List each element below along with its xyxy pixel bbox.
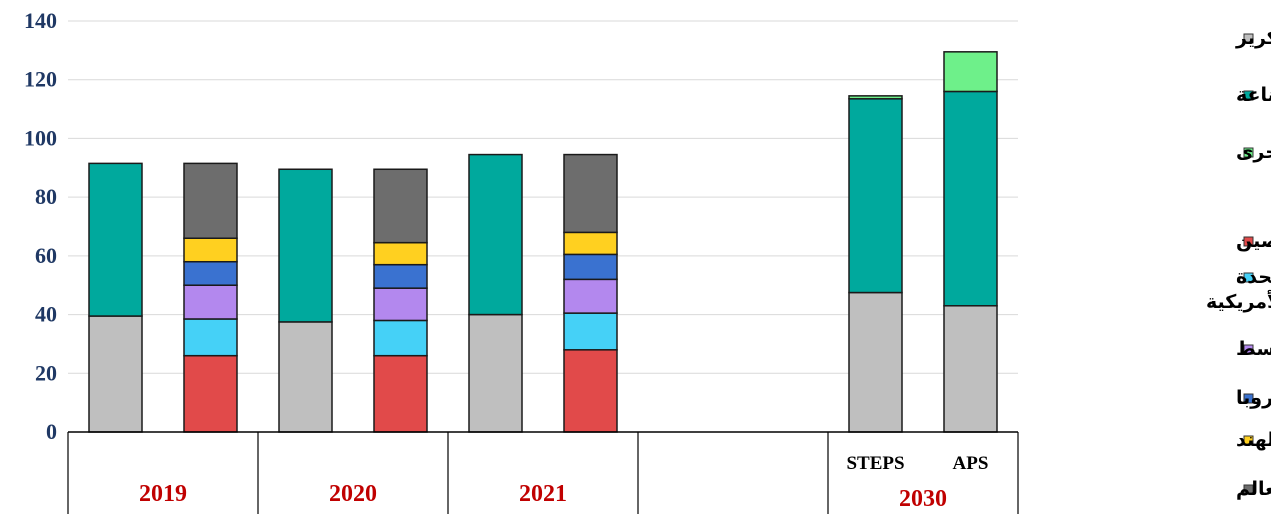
legend-label: الهند	[1236, 429, 1271, 451]
legend-label: أوروبا	[1236, 385, 1271, 409]
legend-item-refining: التكرير	[1235, 27, 1271, 49]
bar-segment-rest_world	[563, 153, 618, 234]
bar-segment-india	[183, 237, 238, 263]
legend-label: الصين	[1236, 230, 1271, 252]
bar-sub-label: APS	[953, 453, 989, 474]
bar-sub-label: STEPS	[846, 453, 904, 474]
legend-item-industry: الصناعة	[1236, 84, 1271, 106]
bar-segment-europe	[563, 253, 618, 281]
legend-label: قطاعات أخرى	[1236, 139, 1271, 163]
legend-item-usa: الولايات المتحدةالأمريكية	[1206, 266, 1271, 313]
legend-swatch	[1243, 272, 1254, 283]
legend-label: الصناعة	[1236, 84, 1271, 106]
legend-swatch	[1243, 147, 1254, 158]
bar-segment-industry	[943, 90, 998, 307]
bar-segment-india	[373, 241, 428, 266]
legend-item-europe: أوروبا	[1236, 385, 1271, 409]
legend-swatch	[1243, 33, 1254, 44]
legend-swatch	[1243, 236, 1254, 247]
bar-segment-industry	[848, 98, 903, 294]
x-group-label: 2019	[139, 481, 187, 507]
bar-segment-industry	[88, 162, 143, 317]
bar-segment-refining	[88, 315, 143, 433]
bar-segment-industry	[468, 153, 523, 316]
legend-swatch	[1243, 393, 1254, 404]
x-group-label: 2021	[519, 481, 567, 507]
legend-label: باقي دول العالم	[1236, 478, 1271, 500]
bar-segment-other_sectors	[943, 51, 998, 93]
bar-segment-china	[563, 349, 618, 433]
bar-segment-refining	[943, 305, 998, 433]
y-tick-label: 40	[35, 302, 57, 327]
bar-segment-middle_east	[563, 278, 618, 314]
bar-segment-rest_world	[373, 168, 428, 244]
y-tick-label: 20	[35, 360, 57, 385]
legend-swatch	[1243, 344, 1254, 355]
y-axis: 0 20 40 60 80 100 120 140	[24, 8, 57, 444]
legend-label: التكرير	[1235, 27, 1271, 49]
bar-segment-usa	[563, 312, 618, 351]
bar-segment-refining	[848, 291, 903, 433]
legend-swatch	[1243, 435, 1254, 446]
legend-swatch	[1243, 90, 1254, 101]
legend: التكرير الصناعة قطاعات أخرى الصين الولايات ا…	[1206, 27, 1271, 500]
legend-item-middle_east: الشرق الأوسط	[1236, 337, 1271, 360]
bar-segment-middle_east	[183, 284, 238, 320]
bar-segment-usa	[183, 318, 238, 357]
bar-segment-china	[373, 354, 428, 433]
bar-segment-refining	[468, 313, 523, 433]
legend-label: الولايات المتحدةالأمريكية	[1206, 266, 1271, 313]
bar-segment-europe	[373, 263, 428, 289]
bar-segment-europe	[183, 260, 238, 286]
x-group-label: 2030	[899, 486, 947, 512]
y-tick-label: 0	[46, 419, 57, 444]
bars	[88, 51, 998, 433]
legend-swatch	[1243, 484, 1254, 495]
bar-segment-china	[183, 354, 238, 433]
bar-segment-usa	[373, 319, 428, 357]
y-tick-label: 120	[24, 67, 57, 92]
bar-segment-other_sectors	[848, 95, 903, 100]
y-tick-label: 60	[35, 243, 57, 268]
legend-label: الشرق الأوسط	[1236, 337, 1271, 360]
legend-item-rest_world: باقي دول العالم	[1236, 478, 1271, 500]
bar-segment-middle_east	[373, 287, 428, 322]
bar-segment-industry	[278, 168, 333, 323]
x-group-label: 2020	[329, 481, 377, 507]
y-tick-label: 100	[24, 125, 57, 150]
bar-segment-rest_world	[183, 162, 238, 239]
x-axis: 2019 2020 2021 STEPS APS 2030	[67, 431, 1019, 514]
bar-segment-refining	[278, 321, 333, 433]
y-tick-label: 80	[35, 184, 57, 209]
bar-segment-india	[563, 231, 618, 256]
legend-item-china: الصين	[1236, 230, 1271, 252]
legend-item-india: الهند	[1236, 429, 1271, 451]
y-tick-label: 140	[24, 8, 57, 33]
legend-item-other_sectors: قطاعات أخرى	[1236, 139, 1271, 163]
